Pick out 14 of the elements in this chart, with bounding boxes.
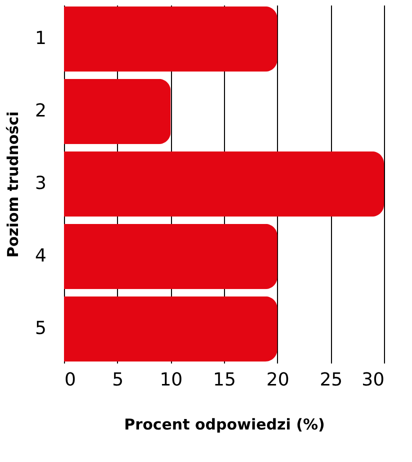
y-tick-label: 5 [35,318,46,339]
x-tick-label: 30 [362,370,384,390]
x-axis-title: Procent odpowiedzi (%) [124,416,325,434]
y-tick-label: 2 [35,100,46,122]
x-tick-label: 0 [64,370,76,390]
y-tick-label: 1 [35,28,46,50]
x-tick-label: 5 [112,370,124,390]
y-tick-label: 3 [35,173,46,194]
y-axis-title: Poziom trudności [4,111,22,258]
x-tick-label: 20 [266,370,290,390]
y-tick-label: 4 [35,245,46,266]
x-tick-label: 10 [160,370,183,390]
x-tick-label: 15 [213,370,236,390]
x-tick-label: 25 [320,370,343,390]
